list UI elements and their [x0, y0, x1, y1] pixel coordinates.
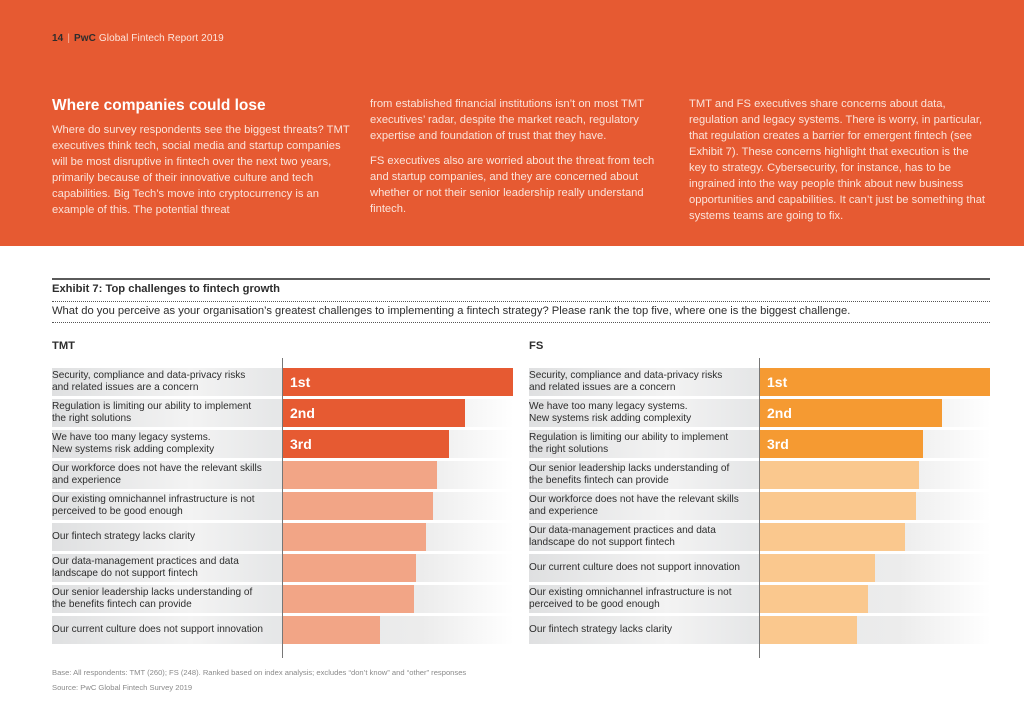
rank-label: 1st — [767, 374, 788, 390]
bar-row: Security, compliance and data-privacy ri… — [529, 367, 991, 398]
bar-row: Our data-management practices and data la… — [529, 522, 991, 553]
dotted-divider — [52, 301, 990, 302]
category-label: Our senior leadership lacks understandin… — [52, 586, 253, 611]
chart-panel-fs: FS Security, compliance and data-privacy… — [529, 340, 991, 658]
category-label: Security, compliance and data-privacy ri… — [529, 369, 723, 394]
category-label: Our current culture does not support inn… — [52, 623, 263, 635]
bar-row: Regulation is limiting our ability to im… — [529, 429, 991, 460]
bar — [283, 461, 438, 489]
orange-banner — [0, 0, 1024, 246]
bar-row: Our fintech strategy lacks clarity — [52, 522, 514, 553]
category-label: Regulation is limiting our ability to im… — [529, 431, 729, 456]
article-column-1: Where companies could lose Where do surv… — [52, 96, 352, 227]
category-label: Our workforce does not have the relevant… — [52, 462, 262, 487]
bar-row: Our existing omnichannel infrastructure … — [52, 491, 514, 522]
rank-label: 3rd — [767, 436, 789, 452]
bar-row: Our senior leadership lacks understandin… — [529, 460, 991, 491]
bar: 2nd — [760, 399, 942, 427]
article-column-2: from established financial institutions … — [370, 96, 670, 226]
bar-row: Our existing omnichannel infrastructure … — [529, 584, 991, 615]
category-label: We have too many legacy systems. New syst… — [52, 431, 215, 456]
bar: 1st — [283, 368, 513, 396]
paragraph: FS executives also are worried about the… — [370, 155, 655, 215]
category-label: Regulation is limiting our ability to im… — [52, 400, 252, 425]
bar-row: Our current culture does not support inn… — [52, 615, 514, 646]
bar-row: Our workforce does not have the relevant… — [52, 460, 514, 491]
bar-row: Our data-management practices and data la… — [52, 553, 514, 584]
bar — [760, 554, 875, 582]
bar — [760, 492, 917, 520]
rank-label: 2nd — [767, 405, 792, 421]
bar — [283, 616, 380, 644]
header-separator: | — [67, 33, 71, 44]
bar-row: Security, compliance and data-privacy ri… — [52, 367, 514, 398]
article-column-3: TMT and FS executives share concerns abo… — [689, 96, 989, 233]
bar-row: Our workforce does not have the relevant… — [529, 491, 991, 522]
exhibit-top-rule — [52, 278, 990, 280]
paragraph: Where do survey respondents see the bigg… — [52, 124, 350, 216]
chart-panel-tmt: TMT Security, compliance and data-privac… — [52, 340, 514, 658]
category-label: We have too many legacy systems. New syst… — [529, 400, 692, 425]
bar-row: We have too many legacy systems. New syst… — [529, 398, 991, 429]
brand-name: PwC — [74, 33, 97, 44]
footnote-base: Base: All respondents: TMT (260); FS (24… — [52, 668, 467, 677]
bar-row: Our fintech strategy lacks clarity — [529, 615, 991, 646]
bar — [283, 554, 417, 582]
section-heading: Where companies could lose — [52, 97, 266, 114]
rank-label: 2nd — [290, 405, 315, 421]
category-label: Our workforce does not have the relevant… — [529, 493, 739, 518]
dotted-divider — [52, 322, 990, 323]
rank-label: 3rd — [290, 436, 312, 452]
exhibit-title: Exhibit 7: Top challenges to fintech gro… — [52, 283, 280, 295]
bar-row: We have too many legacy systems. New syst… — [52, 429, 514, 460]
exhibit-question: What do you perceive as your organisatio… — [52, 305, 851, 317]
axis-line — [282, 358, 283, 658]
bar — [760, 585, 869, 613]
page-number: 14 — [52, 33, 64, 44]
category-label: Our data-management practices and data la… — [529, 524, 716, 549]
bar — [283, 492, 433, 520]
bar-rows: Security, compliance and data-privacy ri… — [52, 367, 514, 646]
bar: 1st — [760, 368, 990, 396]
category-label: Our senior leadership lacks understandin… — [529, 462, 730, 487]
category-label: Security, compliance and data-privacy ri… — [52, 369, 246, 394]
bar — [283, 585, 415, 613]
panel-title: FS — [529, 340, 544, 352]
bar: 3rd — [760, 430, 924, 458]
panel-title: TMT — [52, 340, 75, 352]
category-label: Our data-management practices and data la… — [52, 555, 239, 580]
category-label: Our fintech strategy lacks clarity — [529, 623, 673, 635]
bar: 2nd — [283, 399, 465, 427]
bar — [760, 523, 905, 551]
report-title: Global Fintech Report 2019 — [98, 33, 224, 44]
bar — [760, 616, 857, 644]
bar-row: Regulation is limiting our ability to im… — [52, 398, 514, 429]
bar: 3rd — [283, 430, 449, 458]
footnote-source: Source: PwC Global Fintech Survey 2019 — [52, 683, 193, 692]
bar — [760, 461, 919, 489]
bar-rows: Security, compliance and data-privacy ri… — [529, 367, 991, 646]
category-label: Our existing omnichannel infrastructure … — [52, 493, 255, 518]
bar — [283, 523, 426, 551]
axis-line — [759, 358, 760, 658]
category-label: Our current culture does not support inn… — [529, 561, 740, 573]
bar-row: Our senior leadership lacks understandin… — [52, 584, 514, 615]
rank-label: 1st — [290, 374, 311, 390]
bar-row: Our current culture does not support inn… — [529, 553, 991, 584]
category-label: Our existing omnichannel infrastructure … — [529, 586, 732, 611]
paragraph: from established financial institutions … — [370, 98, 644, 142]
page-header: 14 | PwC Global Fintech Report 2019 — [52, 33, 224, 44]
category-label: Our fintech strategy lacks clarity — [52, 530, 196, 542]
paragraph: TMT and FS executives share concerns abo… — [689, 98, 986, 222]
